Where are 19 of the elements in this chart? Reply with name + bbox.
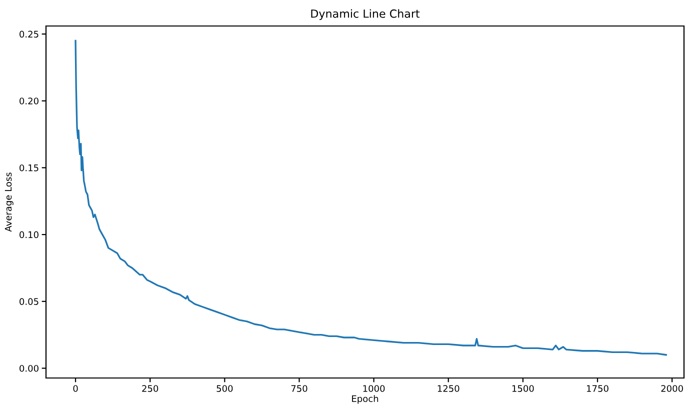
x-tick-label: 2000 <box>661 385 683 392</box>
x-tick-label: 0 <box>73 385 78 392</box>
x-axis-title: Epoch <box>352 395 378 404</box>
y-tick-label: 0.00 <box>20 364 38 372</box>
x-tick-label: 1000 <box>363 385 385 392</box>
y-tick-label: 0.10 <box>20 231 38 238</box>
x-tick-label: 1500 <box>512 385 534 392</box>
x-tick-label: 750 <box>291 385 308 392</box>
y-axis-title: Average Loss <box>4 172 14 232</box>
line-series <box>74 40 667 356</box>
y-tick-label: 0.05 <box>20 298 38 305</box>
chart-title: Dynamic Line Chart <box>311 9 420 20</box>
y-tick-label: 0.15 <box>20 164 38 172</box>
x-tick-label: 1250 <box>438 385 460 392</box>
y-tick-label: 0.25 <box>20 30 38 38</box>
x-tick-label: 500 <box>216 385 233 392</box>
y-tick-label: 0.20 <box>20 98 38 104</box>
x-tick-label: 250 <box>142 385 158 392</box>
x-tick-label: 1750 <box>587 385 608 392</box>
